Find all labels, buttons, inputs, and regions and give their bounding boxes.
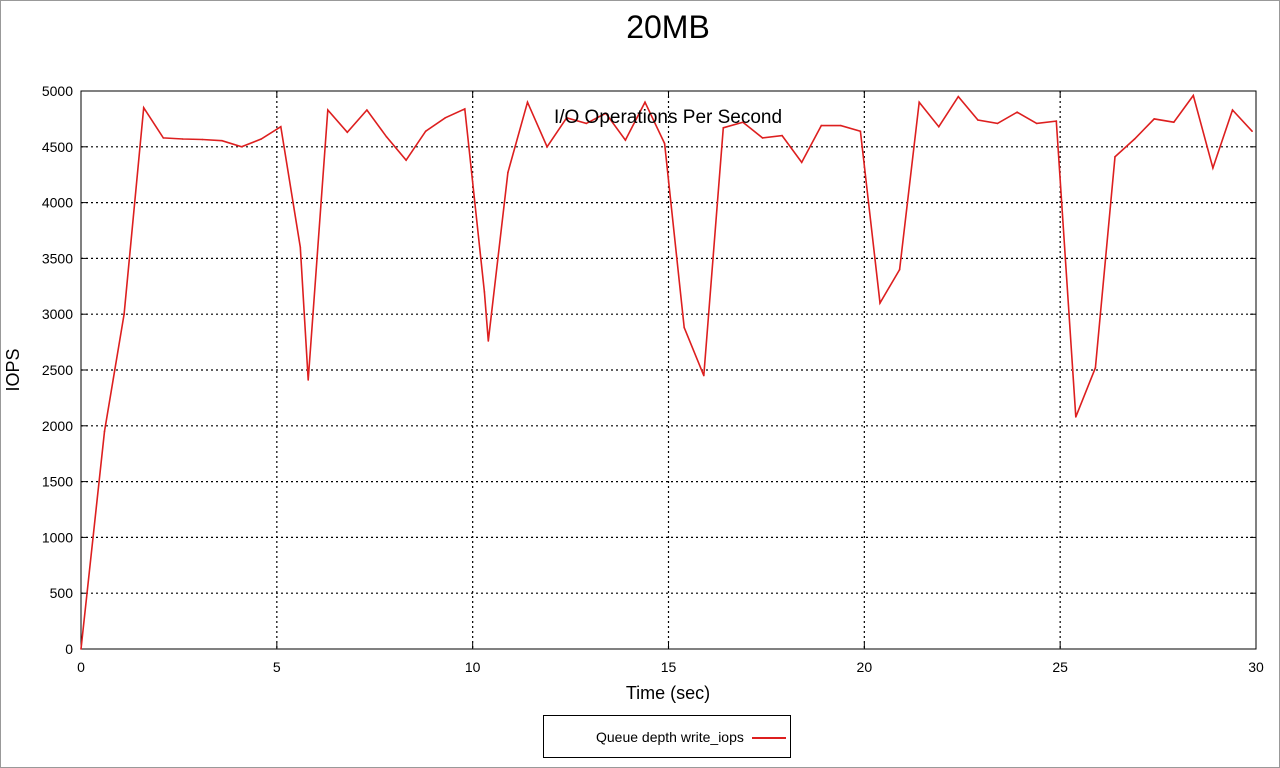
data-point <box>977 119 979 121</box>
data-point <box>605 112 607 115</box>
data-point <box>142 106 145 109</box>
data-point <box>221 139 223 142</box>
data-point <box>761 137 764 139</box>
y-tick-label: 0 <box>65 641 73 657</box>
y-tick-label: 3500 <box>42 250 73 266</box>
data-point <box>820 124 823 127</box>
y-tick-label: 500 <box>50 585 74 601</box>
chart-subtitle: I/O Operations Per Second <box>554 107 782 128</box>
data-point <box>1251 130 1253 132</box>
data-point <box>1173 121 1175 123</box>
data-point <box>1212 167 1214 169</box>
series-lines <box>80 93 1253 650</box>
y-tick-label: 3000 <box>42 306 73 322</box>
data-point <box>859 130 862 132</box>
data-point <box>703 374 705 377</box>
y-axis-label: IOPS <box>3 348 23 391</box>
data-point <box>162 137 165 139</box>
chart-title: 20MB <box>626 9 710 45</box>
y-tick-label: 5000 <box>42 83 73 99</box>
data-point <box>385 136 388 138</box>
data-point <box>565 117 568 119</box>
data-point <box>487 340 490 342</box>
data-point <box>1114 156 1116 158</box>
data-point <box>424 130 427 132</box>
data-point <box>781 134 783 137</box>
data-point <box>405 159 407 161</box>
x-tick-label: 0 <box>77 659 85 675</box>
x-axis-label: Time (sec) <box>626 683 710 703</box>
data-point <box>918 101 920 103</box>
grid <box>81 91 1256 649</box>
data-point <box>585 122 588 125</box>
data-point <box>260 138 263 140</box>
data-point <box>1016 111 1018 113</box>
x-tick-label: 5 <box>273 659 281 675</box>
data-point <box>80 648 82 650</box>
data-point <box>346 131 349 134</box>
data-point <box>644 101 646 103</box>
data-point <box>938 125 940 128</box>
x-tick-label: 25 <box>1052 659 1068 675</box>
data-point <box>683 326 685 329</box>
data-point <box>182 138 184 140</box>
data-point <box>307 379 310 381</box>
data-point <box>483 291 486 293</box>
data-point <box>957 95 960 98</box>
data-point <box>742 121 744 123</box>
x-tick-label: 20 <box>857 659 873 675</box>
y-tick-label: 2500 <box>42 362 73 378</box>
tick-labels: 0 500 1000 1500 2000 2500 3000 3500 4000 4500 5000… <box>42 83 1264 675</box>
data-point <box>240 146 243 148</box>
data-point <box>444 117 447 119</box>
data-point <box>800 161 803 164</box>
data-point <box>1035 122 1038 125</box>
data-point <box>879 302 881 304</box>
data-point <box>1133 138 1136 140</box>
data-point <box>201 138 204 141</box>
legend-swatch <box>752 737 786 739</box>
data-point <box>624 139 627 141</box>
axis-ticks <box>80 90 1257 650</box>
legend-entry-label: Queue depth write_iops <box>596 729 744 745</box>
data-point <box>526 101 529 103</box>
x-tick-label: 10 <box>465 659 481 675</box>
y-tick-label: 4500 <box>42 139 73 155</box>
data-point <box>546 146 548 148</box>
data-point <box>840 124 842 127</box>
y-tick-label: 1000 <box>42 529 73 545</box>
data-point <box>1153 118 1155 120</box>
data-point <box>663 142 666 145</box>
data-point <box>280 125 282 128</box>
data-point <box>722 127 725 129</box>
x-tick-label: 30 <box>1248 659 1264 675</box>
data-point <box>898 268 901 271</box>
data-point <box>123 313 125 316</box>
data-point <box>366 109 368 111</box>
data-point <box>1192 94 1195 97</box>
series-line <box>80 93 1253 650</box>
data-point <box>507 171 509 174</box>
data-point <box>327 109 329 111</box>
data-point <box>1055 120 1058 122</box>
data-point <box>299 246 302 248</box>
legend: Queue depth write_iops <box>543 715 791 758</box>
data-point <box>1075 416 1077 418</box>
data-point <box>1231 109 1234 111</box>
x-tick-label: 15 <box>661 659 677 675</box>
y-tick-label: 4000 <box>42 195 73 211</box>
data-point <box>464 108 466 110</box>
data-point <box>1094 367 1097 369</box>
y-tick-label: 1500 <box>42 474 73 490</box>
data-point <box>996 122 999 125</box>
data-point <box>103 430 106 433</box>
y-tick-label: 2000 <box>42 418 73 434</box>
